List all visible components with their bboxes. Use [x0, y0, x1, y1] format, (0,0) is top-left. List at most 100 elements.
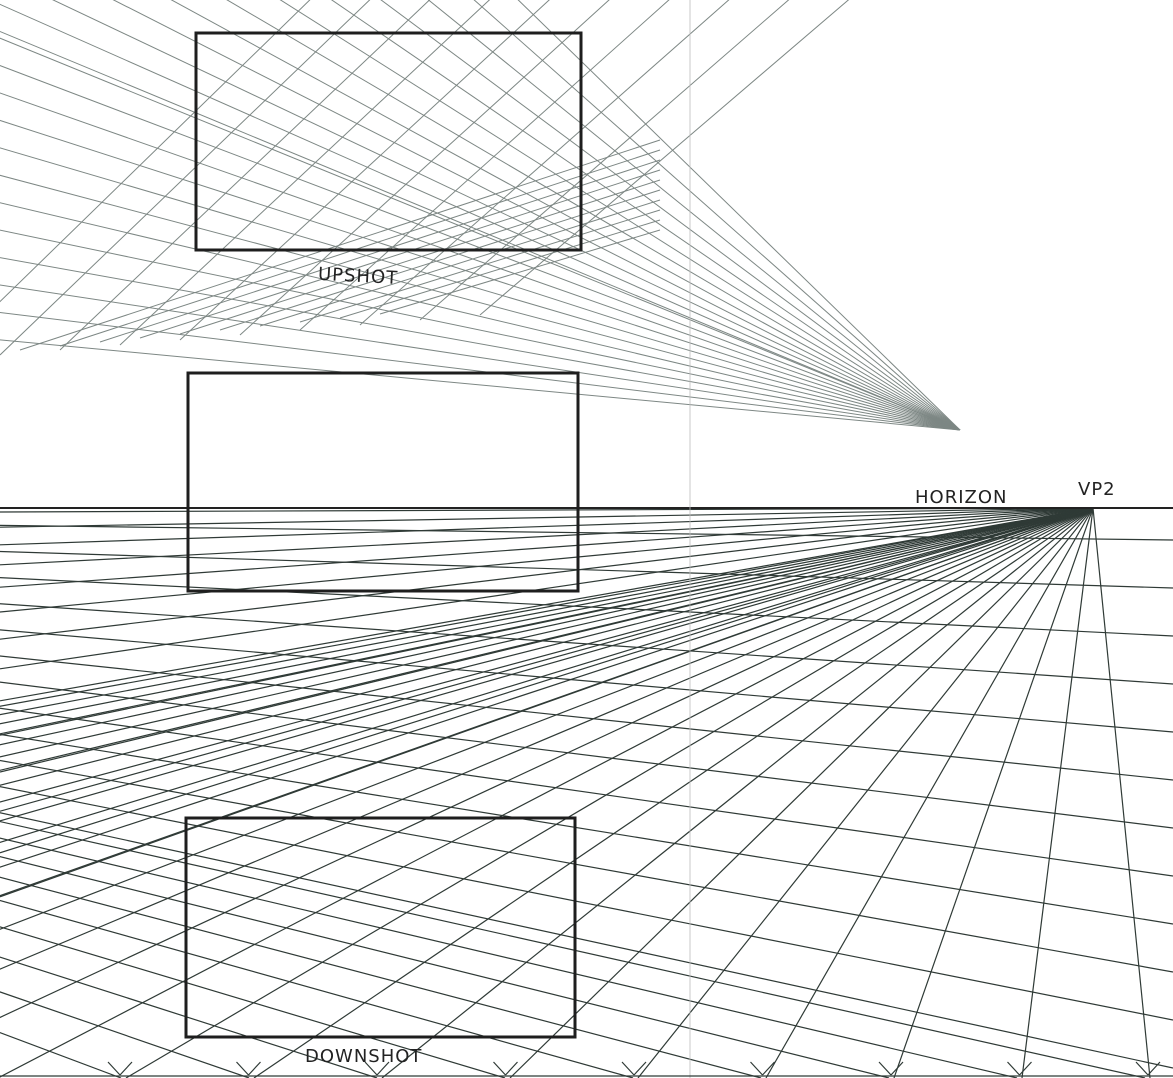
upshot-label: UPSHOT [318, 264, 399, 289]
vp2-ray [0, 507, 1094, 812]
tick [493, 1061, 506, 1076]
vp1-ray [0, 837, 1018, 1078]
upshot-ray [517, 0, 961, 431]
upshot-ray [380, 0, 961, 431]
vp2-ray [0, 507, 1094, 566]
vp2-ray [0, 507, 1094, 898]
upshot-ray [170, 0, 961, 431]
upshot-cross [379, 229, 661, 315]
vp2-ray [0, 507, 1094, 786]
vp1-ray [0, 876, 762, 1078]
tick [878, 1061, 892, 1076]
vp2-ray [0, 507, 1094, 1019]
horizon-label: HORIZON [915, 487, 1007, 508]
vp2-ray [0, 507, 1094, 822]
vp2-ray [0, 507, 1094, 970]
tick [364, 1061, 378, 1076]
vp1-ray [0, 707, 1173, 877]
vp1-ray [0, 812, 1173, 1069]
upshot-cross [339, 219, 661, 319]
tick [1007, 1061, 1020, 1076]
upshot-ray [0, 37, 961, 431]
vp1-ray [0, 820, 1146, 1078]
upshot-ray [0, 30, 961, 431]
downshot-frame [184, 816, 577, 1039]
vp2-ray [0, 507, 1094, 725]
tick [248, 1061, 261, 1076]
vp2-label: VP2 [1078, 479, 1116, 500]
vp2-ray [0, 507, 1094, 640]
upshot-ray [226, 0, 961, 431]
upshot-ray [0, 92, 961, 431]
upshot-ray [473, 0, 961, 431]
vp2-ray [381, 507, 1094, 1078]
tick [890, 1061, 904, 1076]
tick [376, 1061, 390, 1076]
vp1-ray [0, 856, 890, 1078]
vp1-ray [0, 991, 250, 1078]
upshot-ray [0, 284, 961, 431]
upshot-cross [0, 0, 311, 303]
upshot-cross [119, 0, 491, 346]
vp2-ray [893, 507, 1094, 1078]
vp1-ray [0, 899, 634, 1078]
vp2-ray [0, 507, 1094, 613]
vp2-ray [0, 507, 1094, 746]
upshot-cross [419, 0, 790, 321]
vp2-ray [1092, 507, 1151, 1078]
tick [505, 1061, 518, 1076]
upshot-cross [19, 139, 661, 351]
upshot-cross [299, 209, 661, 323]
vp1-ray [0, 1032, 122, 1078]
upshot-ray [330, 0, 961, 431]
upshot-cross [179, 0, 550, 341]
vp2-ray [637, 507, 1094, 1078]
upshot-ray [0, 311, 961, 431]
vp2-ray [0, 507, 1094, 528]
vp1-ray [0, 681, 1173, 829]
tick [1135, 1061, 1149, 1076]
upshot-cross [59, 149, 661, 347]
vp1-ray [0, 524, 1173, 541]
vp2-ray [509, 507, 1094, 1078]
middle-frame [186, 371, 580, 593]
tick [236, 1061, 249, 1076]
vp2-ray [253, 507, 1094, 1078]
tick [633, 1061, 647, 1076]
vp1-ray [0, 733, 1173, 925]
bottom-ticks [0, 1061, 1173, 1077]
upshot-ray [0, 147, 961, 431]
vp2-ray [0, 507, 1094, 670]
tick [750, 1061, 763, 1076]
upshot-cross [179, 179, 661, 335]
vp2-ray [765, 507, 1094, 1078]
upshot-cross [299, 0, 670, 331]
upshot-cross [59, 0, 431, 351]
upshot-cross [479, 0, 850, 316]
vp2-ray [0, 507, 1094, 707]
vp2-ray [0, 507, 1094, 546]
tick [107, 1061, 121, 1076]
upshot-ray [0, 339, 961, 431]
upshot-frame [194, 31, 583, 252]
upshot-ray [0, 174, 961, 431]
upshot-ray [0, 65, 961, 431]
upshot-ray [0, 257, 961, 431]
tick [119, 1061, 133, 1076]
vp1-ray [0, 956, 378, 1078]
vp1-ray [0, 603, 1173, 685]
vp2-ray [0, 507, 1094, 588]
vp2-ray [0, 507, 1094, 758]
vp1-ray [0, 577, 1173, 637]
upshot-ray [112, 0, 961, 431]
vp1-ray [0, 655, 1173, 781]
upshot-ray [279, 0, 961, 431]
tick [621, 1061, 635, 1076]
vp2-ray [1021, 507, 1094, 1078]
upshot-cross [219, 189, 661, 331]
upshot-ray [0, 229, 961, 431]
upshot-cross [259, 199, 661, 327]
vp2-ray [0, 507, 1094, 736]
